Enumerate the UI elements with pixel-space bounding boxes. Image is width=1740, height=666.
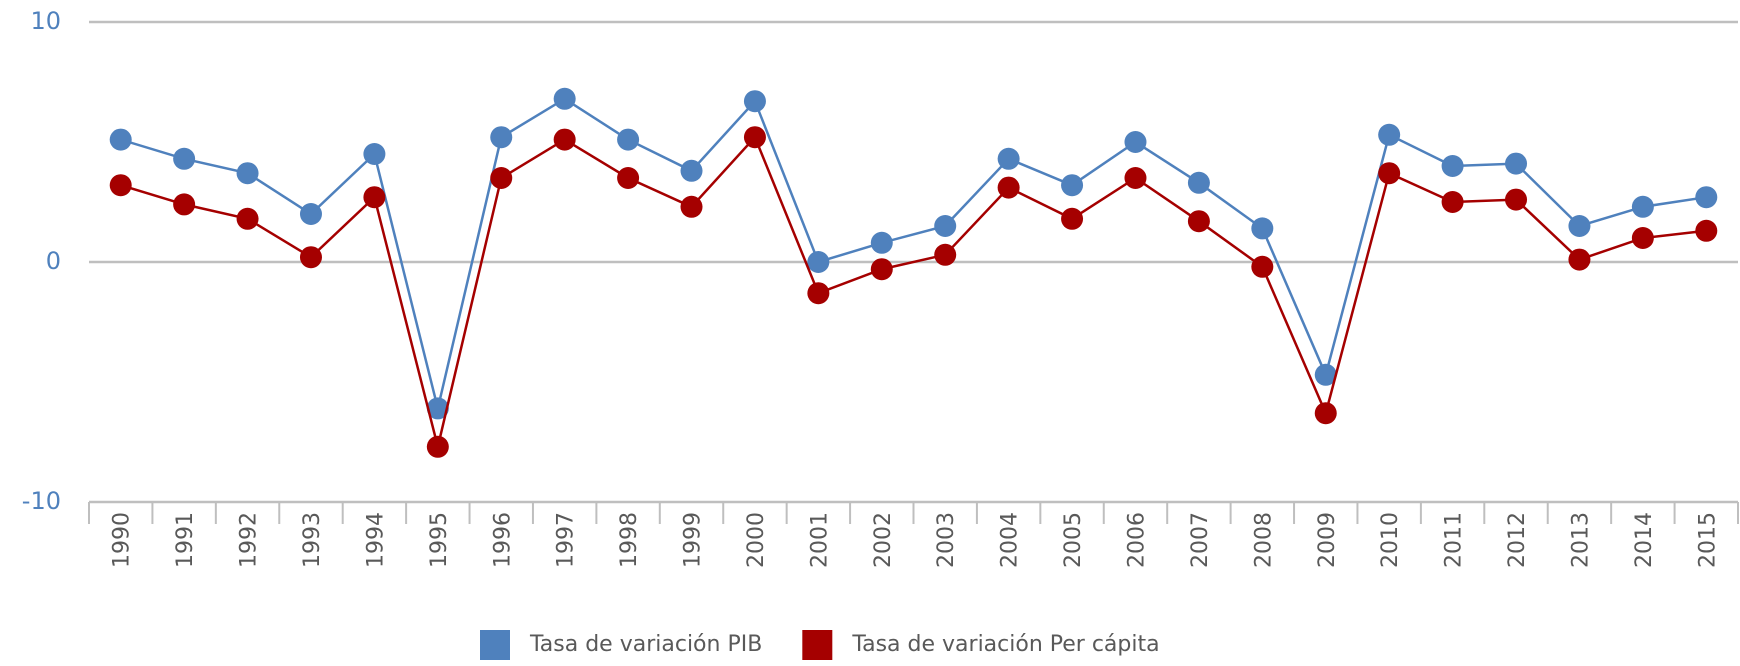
data-point <box>236 162 259 185</box>
data-point <box>426 397 449 420</box>
data-point <box>553 128 576 151</box>
x-tick-label: 1998 <box>617 512 642 568</box>
data-point <box>1061 174 1084 197</box>
data-point <box>617 128 640 151</box>
x-tick-label: 2015 <box>1695 512 1720 568</box>
x-tick-label: 2014 <box>1632 512 1657 568</box>
data-point <box>1124 167 1147 189</box>
data-point <box>1124 131 1147 153</box>
data-point <box>1251 255 1274 278</box>
data-point <box>1314 363 1337 386</box>
data-point <box>1695 186 1718 209</box>
legend-swatch <box>480 630 510 660</box>
series-line <box>120 134 1707 448</box>
data-point <box>807 251 830 273</box>
x-tick-label: 2011 <box>1442 512 1467 568</box>
series-line <box>120 97 1707 409</box>
data-point <box>1441 191 1464 213</box>
x-tick-label: 1991 <box>173 512 198 568</box>
x-tick-label: 2010 <box>1378 512 1403 568</box>
data-point <box>743 90 766 113</box>
data-point <box>363 186 386 209</box>
data-point <box>934 243 957 266</box>
data-point <box>236 207 259 230</box>
data-point <box>743 126 766 149</box>
x-tick-label: 1994 <box>363 512 388 568</box>
data-point <box>870 258 893 281</box>
data-point <box>617 167 640 189</box>
data-point <box>109 128 132 151</box>
x-tick-label: 2004 <box>998 512 1023 568</box>
data-point <box>553 87 576 110</box>
data-point <box>490 167 513 189</box>
legend-label: Tasa de variación Per cápita <box>851 632 1159 657</box>
legend-swatch <box>802 630 833 660</box>
data-point <box>1378 123 1401 146</box>
y-tick-label: 0 <box>46 247 61 275</box>
data-point <box>1695 219 1718 242</box>
x-tick-label: 2008 <box>1251 512 1276 568</box>
data-point <box>680 159 703 182</box>
x-tick-label: 1992 <box>237 512 262 568</box>
data-point <box>173 193 196 216</box>
y-tick-label: 10 <box>30 7 61 35</box>
data-point <box>299 246 322 269</box>
data-point <box>1061 207 1084 230</box>
data-point <box>1378 162 1401 185</box>
data-point <box>1505 152 1528 175</box>
data-point <box>1251 217 1274 240</box>
data-point <box>807 282 830 305</box>
x-tick-label: 2005 <box>1061 512 1086 568</box>
data-point <box>1505 188 1528 211</box>
data-point <box>870 231 893 254</box>
y-tick-label: -10 <box>22 487 61 515</box>
x-tick-label: 2009 <box>1315 512 1340 568</box>
data-point <box>997 176 1020 199</box>
x-tick-label: 1997 <box>554 512 579 568</box>
data-point <box>426 435 449 458</box>
data-point <box>1568 248 1591 271</box>
data-point <box>490 126 513 149</box>
x-tick-label: 1995 <box>427 512 452 568</box>
data-point <box>1187 171 1210 194</box>
data-point <box>1568 215 1591 237</box>
data-point <box>997 147 1020 170</box>
data-point <box>1314 402 1337 425</box>
x-tick-label: 1993 <box>300 512 325 568</box>
data-point <box>934 215 957 237</box>
data-point <box>1631 227 1654 249</box>
x-tick-label: 2012 <box>1505 512 1530 568</box>
x-tick-label: 1990 <box>110 512 135 568</box>
data-point <box>1441 155 1464 177</box>
x-tick-label: 2007 <box>1188 512 1213 568</box>
legend-label: Tasa de variación PIB <box>529 632 762 657</box>
data-point <box>173 147 196 170</box>
x-tick-label: 2002 <box>871 512 896 568</box>
data-point <box>1187 210 1210 233</box>
x-tick-label: 1996 <box>490 512 515 568</box>
data-point <box>299 203 322 225</box>
data-point <box>109 174 132 197</box>
x-tick-label: 2001 <box>807 512 832 568</box>
x-tick-label: 2006 <box>1124 512 1149 568</box>
x-tick-label: 2013 <box>1568 512 1593 568</box>
data-point <box>680 195 703 218</box>
data-point <box>363 143 386 165</box>
data-point <box>1631 195 1654 218</box>
x-tick-label: 1999 <box>681 512 706 568</box>
x-tick-label: 2003 <box>934 512 959 568</box>
x-tick-label: 2000 <box>744 512 769 568</box>
